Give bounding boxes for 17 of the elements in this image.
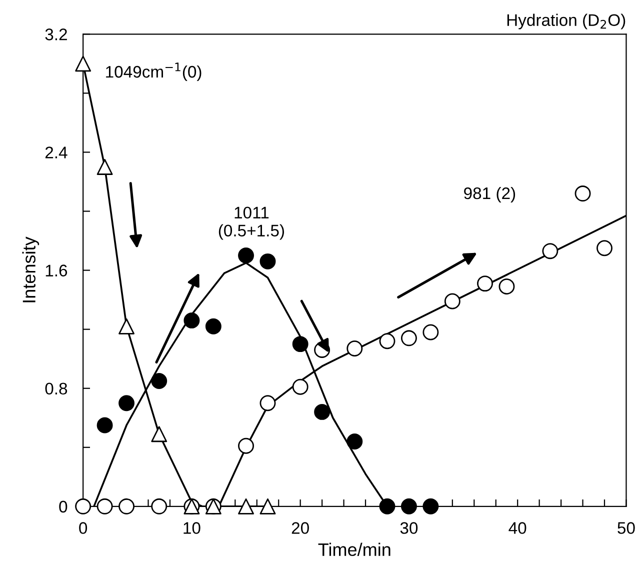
x-axis-title: Time/min — [318, 542, 390, 556]
x-tick-label: 50 — [618, 522, 635, 534]
y-tick-label: 1.6 — [46, 264, 68, 276]
annotation: 981 (2) — [464, 186, 516, 202]
x-tick-label: 10 — [184, 522, 200, 534]
y-tick-label: 2.4 — [45, 146, 68, 158]
y-tick-label: 0.8 — [45, 382, 68, 395]
annotation: 1011 (0.5+1.5) — [218, 206, 284, 240]
x-tick-label: 20 — [292, 522, 309, 534]
text: Hydration (D$_{2}$O) — [507, 14, 626, 30]
x-tick-label: 30 — [400, 522, 418, 534]
x-tick-label: 40 — [508, 522, 526, 534]
y-axis-title: Intensity — [22, 236, 40, 302]
y-tick-label: 0 — [59, 500, 68, 513]
x-tick-label: 0 — [79, 522, 88, 534]
annotation: 1049cm$^{−1}$(0) — [106, 62, 202, 82]
y-tick-label: 3.2 — [45, 28, 67, 40]
